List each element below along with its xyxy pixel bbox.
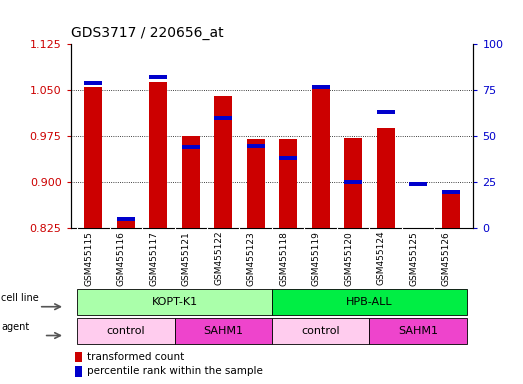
Bar <box>214 96 232 228</box>
Bar <box>150 75 167 79</box>
Bar <box>377 110 394 114</box>
FancyBboxPatch shape <box>77 290 272 315</box>
FancyBboxPatch shape <box>77 318 175 344</box>
Bar <box>344 180 362 184</box>
Bar <box>182 146 200 149</box>
Bar <box>441 190 460 194</box>
Bar <box>150 82 167 228</box>
Text: GSM455121: GSM455121 <box>182 231 191 286</box>
Text: control: control <box>301 326 340 336</box>
FancyBboxPatch shape <box>175 318 272 344</box>
Text: GSM455124: GSM455124 <box>377 231 385 285</box>
Text: GSM455116: GSM455116 <box>117 231 126 286</box>
Bar <box>75 366 82 377</box>
Bar <box>247 139 265 228</box>
Bar <box>117 217 135 221</box>
Bar <box>441 190 460 228</box>
Text: percentile rank within the sample: percentile rank within the sample <box>87 366 263 376</box>
Bar <box>117 219 135 228</box>
Text: GSM455117: GSM455117 <box>149 231 158 286</box>
Bar <box>312 84 329 89</box>
Bar <box>84 81 103 85</box>
Bar <box>84 87 103 228</box>
Text: GSM455126: GSM455126 <box>441 231 451 286</box>
Text: GDS3717 / 220656_at: GDS3717 / 220656_at <box>71 26 223 40</box>
Text: GSM455120: GSM455120 <box>344 231 353 286</box>
Text: SAHM1: SAHM1 <box>203 326 243 336</box>
Text: GSM455125: GSM455125 <box>409 231 418 286</box>
Text: GSM455119: GSM455119 <box>312 231 321 286</box>
Text: GSM455122: GSM455122 <box>214 231 223 285</box>
Text: GSM455118: GSM455118 <box>279 231 288 286</box>
FancyBboxPatch shape <box>272 290 467 315</box>
Text: GSM455123: GSM455123 <box>247 231 256 286</box>
Bar <box>182 136 200 228</box>
Text: SAHM1: SAHM1 <box>398 326 438 336</box>
Text: KOPT-K1: KOPT-K1 <box>152 297 198 308</box>
FancyBboxPatch shape <box>272 318 369 344</box>
Bar <box>279 156 297 161</box>
Text: agent: agent <box>2 322 30 332</box>
Bar <box>344 138 362 228</box>
FancyBboxPatch shape <box>369 318 467 344</box>
Bar <box>377 128 394 228</box>
Bar <box>75 352 82 362</box>
Bar <box>247 144 265 147</box>
Text: transformed count: transformed count <box>87 352 184 362</box>
Bar <box>214 116 232 120</box>
Text: cell line: cell line <box>2 293 39 303</box>
Text: GSM455115: GSM455115 <box>84 231 93 286</box>
Bar <box>409 182 427 186</box>
Bar <box>279 139 297 228</box>
Bar <box>312 88 329 228</box>
Text: control: control <box>107 326 145 336</box>
Text: HPB-ALL: HPB-ALL <box>346 297 393 308</box>
